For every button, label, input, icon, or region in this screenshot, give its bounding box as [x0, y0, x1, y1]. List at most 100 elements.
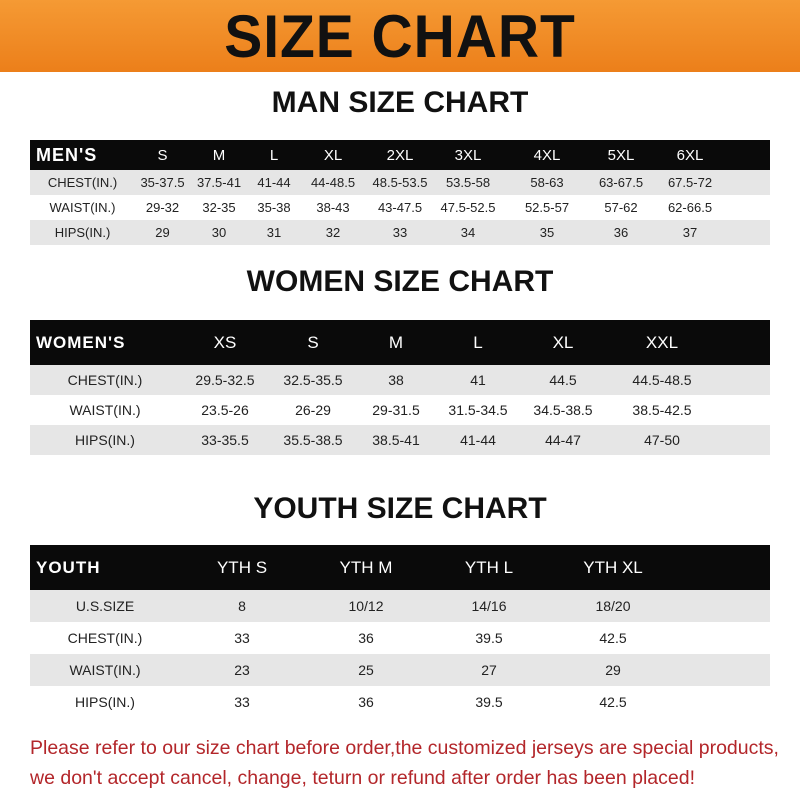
table-cell: 18/20 [595, 598, 631, 614]
table-cell: YTH S [216, 557, 268, 577]
table-cell: L [269, 146, 279, 164]
table-cell: XL [323, 146, 343, 164]
table-cell: 41-44 [460, 432, 496, 448]
table-cell: 41 [470, 372, 486, 388]
table-cell: 37 [682, 225, 698, 240]
table-cell: S [307, 332, 319, 352]
page-title: SIZE CHART [224, 2, 576, 70]
table-cell: 32 [325, 225, 341, 240]
table-cell: 33-35.5 [201, 432, 249, 448]
table-cell: 33 [234, 630, 250, 646]
order-notice-line-2: we don't accept cancel, change, teturn o… [30, 767, 695, 789]
table-cell: XS [213, 332, 237, 352]
row-label: CHEST(IN.) [67, 630, 143, 646]
table-cell: 42.5 [599, 630, 627, 646]
row-label: WOMEN'S [36, 332, 126, 352]
row-label: MEN'S [36, 144, 98, 165]
table-cell: 31.5-34.5 [448, 402, 508, 418]
table-cell: 53.5-58 [445, 175, 491, 190]
table-cell: M [388, 332, 404, 352]
table-cell: 44-47 [545, 432, 581, 448]
order-notice: Please refer to our size chart before or… [30, 733, 800, 793]
table-cell: 47-50 [644, 432, 680, 448]
table-cell: 6XL [676, 146, 704, 164]
table-cell: 34.5-38.5 [533, 402, 593, 418]
table-cell: 10/12 [348, 598, 384, 614]
women-size-table: WOMEN'S XS S M L XL XXL CHEST(IN.) 29.5-32.5 32.5… [30, 320, 770, 455]
table-cell: 4XL [533, 146, 561, 164]
table-row: WAIST(IN.) 23.5-26 26-29 29-31.5 31.5-34.5 34… [30, 395, 770, 425]
table-cell: 36 [358, 630, 374, 646]
table-cell: 33 [234, 694, 250, 710]
row-label: HIPS(IN.) [75, 432, 135, 448]
table-cell: YTH L [464, 557, 514, 577]
table-cell: S [157, 146, 168, 164]
table-row: CHEST(IN.) 29.5-32.5 32.5-35.5 38 41 44.5 44.5… [30, 365, 770, 395]
table-cell: 29 [155, 225, 170, 240]
table-cell: 38.5-41 [372, 432, 420, 448]
table-row: WAIST(IN.) 23 25 27 29 [30, 654, 770, 686]
table-row: WAIST(IN.) 29-32 32-35 35-38 38-43 43-47.5 47.… [30, 195, 770, 220]
table-row: HIPS(IN.) 33 36 39.5 42.5 [30, 686, 770, 718]
table-cell: 44-48.5 [310, 175, 356, 190]
table-cell: 43-47.5 [377, 200, 423, 215]
size-chart-banner: SIZE CHART [0, 0, 800, 72]
table-cell: 27 [481, 662, 497, 678]
row-label: WAIST(IN.) [49, 200, 116, 215]
table-row: CHEST(IN.) 33 36 39.5 42.5 [30, 622, 770, 654]
table-cell: 30 [211, 225, 227, 240]
row-label: CHEST(IN.) [67, 372, 143, 388]
table-cell: L [473, 332, 483, 352]
table-cell: 29-32 [145, 200, 180, 215]
row-label: HIPS(IN.) [75, 694, 135, 710]
table-cell: 23 [234, 662, 250, 678]
table-cell: 39.5 [475, 630, 503, 646]
table-cell: 25 [358, 662, 374, 678]
row-label: YOUTH [36, 557, 101, 577]
row-label: CHEST(IN.) [47, 175, 118, 190]
table-cell: 58-63 [530, 175, 564, 190]
table-cell: 34 [460, 225, 476, 240]
table-header-row: MEN'S S M L XL 2XL 3XL 4XL 5XL 6XL [30, 140, 770, 170]
table-cell: 23.5-26 [201, 402, 249, 418]
table-cell: 37.5-41 [196, 175, 242, 190]
men-section-title: MAN SIZE CHART [271, 86, 529, 119]
row-label: U.S.SIZE [75, 598, 135, 614]
table-cell: 38.5-42.5 [632, 402, 692, 418]
table-cell: 48.5-53.5 [372, 175, 428, 190]
table-cell: 41-44 [257, 175, 291, 190]
table-cell: 63-67.5 [598, 175, 644, 190]
table-cell: 2XL [386, 146, 414, 164]
table-cell: M [212, 146, 226, 164]
table-cell: 26-29 [295, 402, 331, 418]
table-row: U.S.SIZE 8 10/12 14/16 18/20 [30, 590, 770, 622]
table-cell: 47.5-52.5 [440, 200, 496, 215]
table-cell: 44.5 [549, 372, 577, 388]
table-cell: 67.5-72 [667, 175, 713, 190]
table-cell: 35 [539, 225, 555, 240]
table-cell: 33 [392, 225, 408, 240]
table-cell: 32.5-35.5 [283, 372, 343, 388]
row-label: WAIST(IN.) [69, 402, 141, 418]
row-label: WAIST(IN.) [69, 662, 141, 678]
table-cell: 35-37.5 [140, 175, 185, 190]
table-cell: YTH M [339, 557, 393, 577]
table-cell: 32-35 [202, 200, 236, 215]
table-row: HIPS(IN.) 33-35.5 35.5-38.5 38.5-41 41-44 44-… [30, 425, 770, 455]
table-cell: 3XL [454, 146, 482, 164]
table-cell: YTH XL [583, 557, 643, 577]
table-cell: 31 [266, 225, 282, 240]
table-cell: 29-31.5 [372, 402, 420, 418]
table-cell: 35.5-38.5 [283, 432, 343, 448]
table-cell: 36 [613, 225, 629, 240]
table-cell: 29.5-32.5 [195, 372, 255, 388]
table-row: HIPS(IN.) 29 30 31 32 33 34 35 36 37 [30, 220, 770, 245]
table-cell: 39.5 [475, 694, 503, 710]
table-cell: 44.5-48.5 [632, 372, 692, 388]
table-cell: 36 [358, 694, 374, 710]
women-section-title: WOMEN SIZE CHART [246, 265, 554, 298]
table-cell: 62-66.5 [667, 200, 713, 215]
table-cell: 29 [605, 662, 621, 678]
table-cell: 42.5 [599, 694, 627, 710]
table-cell: 14/16 [471, 598, 507, 614]
